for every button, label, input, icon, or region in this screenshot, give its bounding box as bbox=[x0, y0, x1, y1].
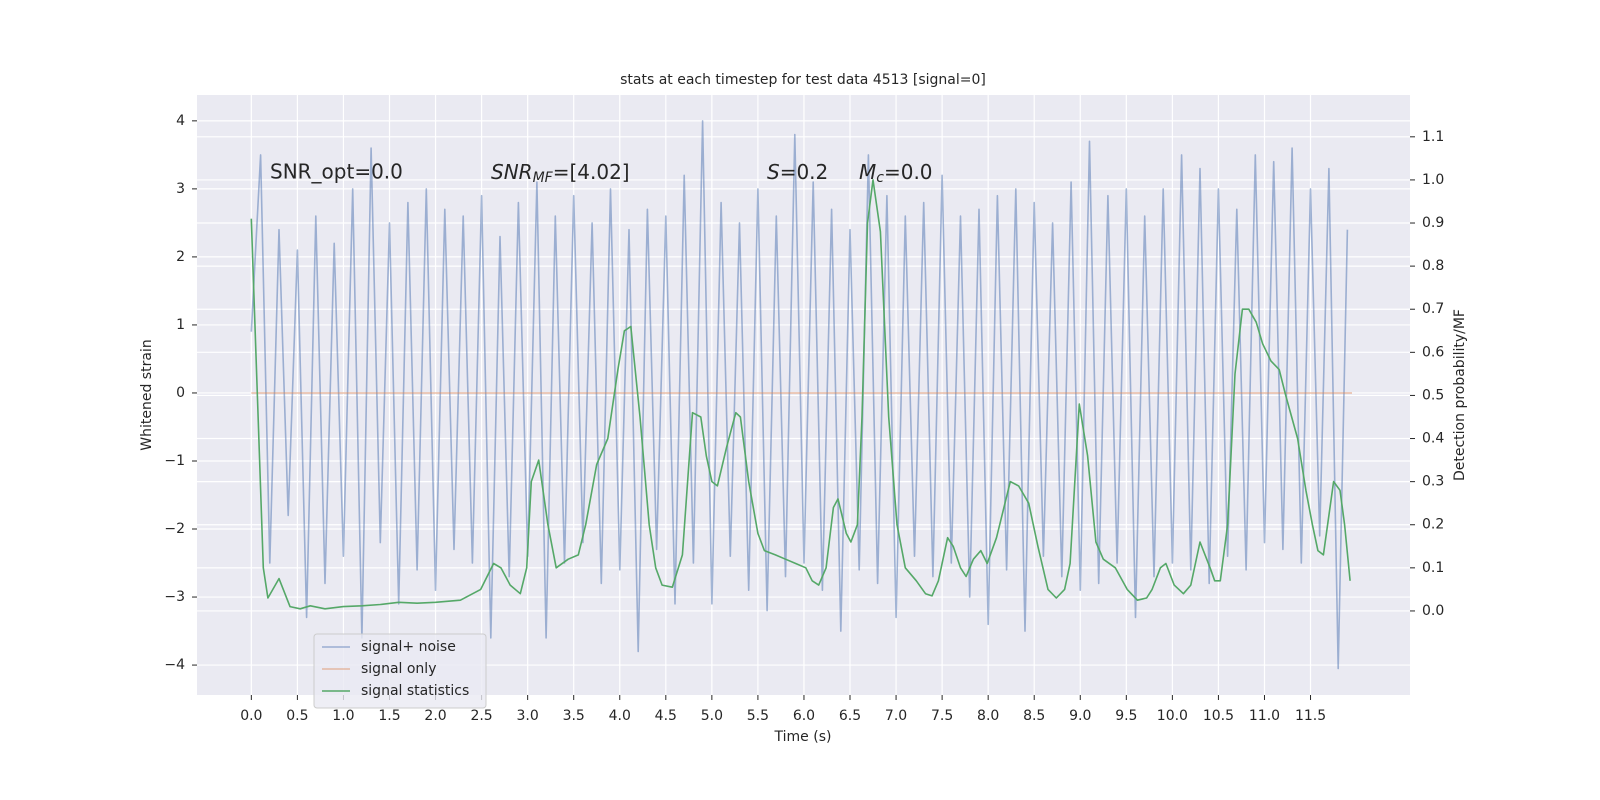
x-tick-label: 9.0 bbox=[1069, 708, 1091, 724]
x-tick-label: 3.0 bbox=[517, 708, 539, 724]
y-tick-label: 0 bbox=[176, 385, 185, 401]
annotation: SNRMF=[4.02] bbox=[491, 160, 630, 187]
annotation-math: M bbox=[859, 160, 876, 184]
annotation-text: =0.2 bbox=[780, 160, 829, 184]
x-tick-label: 6.5 bbox=[839, 708, 861, 724]
x-tick-label: 8.0 bbox=[977, 708, 999, 724]
x-tick-label: 10.0 bbox=[1157, 708, 1188, 724]
x-tick-label: 1.5 bbox=[378, 708, 400, 724]
x-tick-label: 2.0 bbox=[424, 708, 446, 724]
y2-tick-label: 1.0 bbox=[1422, 172, 1444, 188]
legend-box bbox=[313, 633, 487, 709]
annotation-math: SNR bbox=[491, 160, 533, 184]
y-tick-label: −2 bbox=[164, 521, 185, 537]
annotation-sub: MF bbox=[533, 170, 554, 186]
x-axis-label: Time (s) bbox=[774, 729, 832, 745]
annotation-math: S bbox=[767, 160, 780, 184]
x-tick-label: 8.5 bbox=[1023, 708, 1045, 724]
x-tick-label: 4.0 bbox=[609, 708, 631, 724]
x-tick-label: 9.5 bbox=[1115, 708, 1137, 724]
x-tick-label: 2.5 bbox=[470, 708, 492, 724]
legend-label: signal statistics bbox=[361, 683, 469, 699]
y2-tick-label: 0.0 bbox=[1422, 603, 1444, 619]
legend-label: signal+ noise bbox=[361, 639, 456, 655]
y2-tick-label: 1.1 bbox=[1422, 129, 1444, 145]
y-tick-label: 1 bbox=[176, 317, 185, 333]
annotation-text: =0.0 bbox=[884, 160, 933, 184]
series-line bbox=[250, 179, 1351, 610]
x-tick-label: 1.0 bbox=[332, 708, 354, 724]
x-tick-label: 10.5 bbox=[1203, 708, 1234, 724]
legend: signal+ noise signal only signal statistic… bbox=[313, 633, 487, 709]
chart-title: stats at each timestep for test data 451… bbox=[620, 72, 986, 88]
y2-tick-label: 0.7 bbox=[1422, 301, 1444, 317]
y2-tick-label: 0.9 bbox=[1422, 215, 1444, 231]
y-tick-label: −4 bbox=[164, 657, 185, 673]
y2-tick-label: 0.5 bbox=[1422, 387, 1444, 403]
y-tick-label: −1 bbox=[164, 453, 185, 469]
x-tick-label: 0.5 bbox=[286, 708, 308, 724]
y-axis-label: Whitened strain bbox=[139, 339, 155, 450]
legend-label: signal only bbox=[361, 661, 436, 677]
x-tick-label: 7.0 bbox=[885, 708, 907, 724]
annotation: Mc=0.0 bbox=[859, 160, 933, 187]
annotation: S=0.2 bbox=[767, 160, 828, 184]
annotation-sub: c bbox=[876, 170, 884, 186]
x-tick-label: 4.5 bbox=[655, 708, 677, 724]
y2-tick-label: 0.4 bbox=[1422, 431, 1444, 447]
marks bbox=[250, 120, 1352, 670]
x-tick-label: 11.5 bbox=[1295, 708, 1326, 724]
y-tick-label: 2 bbox=[176, 249, 185, 265]
x-tick-label: 11.0 bbox=[1249, 708, 1280, 724]
y-tick-label: 4 bbox=[176, 113, 185, 129]
y2-tick-label: 0.8 bbox=[1422, 258, 1444, 274]
x-tick-label: 5.0 bbox=[701, 708, 723, 724]
x-tick-label: 5.5 bbox=[747, 708, 769, 724]
annotation-text: =[4.02] bbox=[553, 160, 630, 184]
y2-tick-label: 0.3 bbox=[1422, 474, 1444, 490]
y2-tick-label: 0.6 bbox=[1422, 344, 1444, 360]
y-tick-label: 3 bbox=[176, 181, 185, 197]
y2-axis-label: Detection probability/MF bbox=[1452, 309, 1468, 481]
x-tick-label: 3.5 bbox=[563, 708, 585, 724]
x-tick-label: 7.5 bbox=[931, 708, 953, 724]
annotation: SNR_opt=0.0 bbox=[270, 160, 403, 184]
x-tick-label: 0.0 bbox=[240, 708, 262, 724]
y2-tick-label: 0.1 bbox=[1422, 560, 1444, 576]
y2-tick-label: 0.2 bbox=[1422, 517, 1444, 533]
x-tick-label: 6.0 bbox=[793, 708, 815, 724]
series-line bbox=[250, 120, 1349, 670]
y-tick-label: −3 bbox=[164, 589, 185, 605]
